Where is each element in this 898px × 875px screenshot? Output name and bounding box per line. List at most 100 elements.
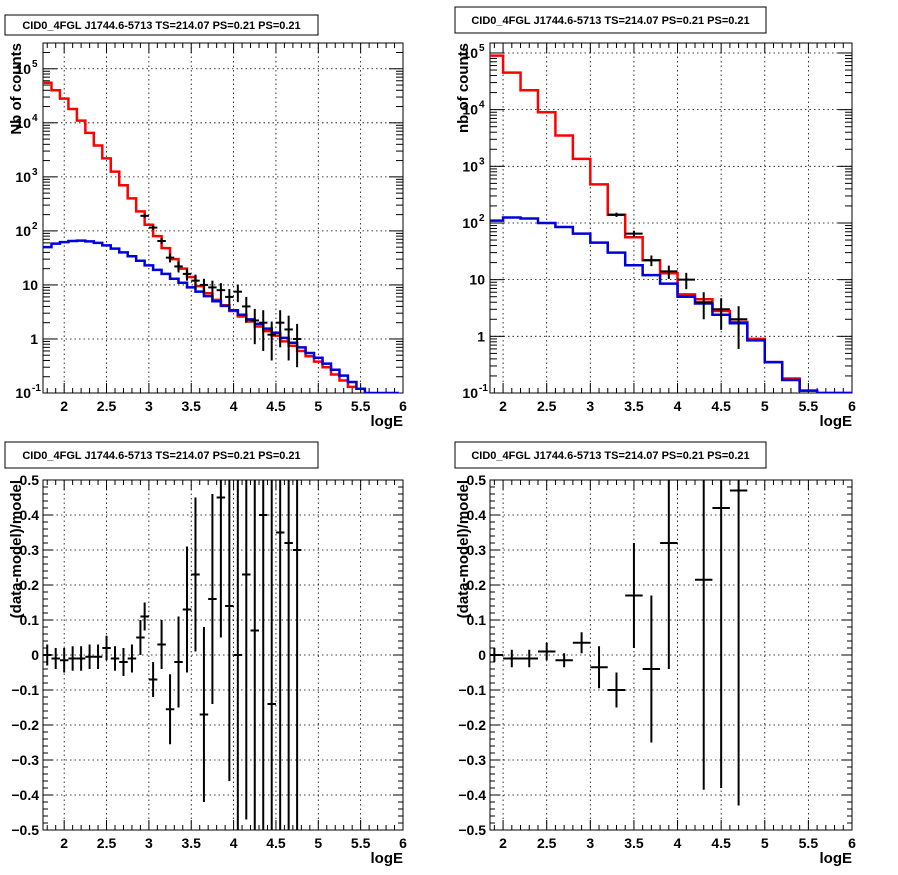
data-point bbox=[148, 662, 158, 697]
y-tick-exponent: 3 bbox=[479, 156, 485, 167]
x-tick-label: 3.5 bbox=[182, 398, 202, 414]
y-axis: −0.5 −0.4 −0.3 −0.2 −0.1 0 0.1 0.2 0.3 0.4 0.5 bbox=[11, 472, 403, 838]
x-tick-label: 5.5 bbox=[799, 398, 819, 414]
data-point bbox=[51, 648, 60, 669]
data-point bbox=[43, 644, 52, 666]
data-point bbox=[93, 644, 103, 669]
x-tick-label: 6 bbox=[399, 398, 407, 414]
data-point bbox=[712, 298, 730, 330]
chart-panel-3: CID0_4FGL J1744.6-5713 TS=214.07 PS=0.21… bbox=[4, 441, 407, 867]
data-point bbox=[259, 310, 268, 351]
series-step-line-0 bbox=[43, 81, 357, 389]
chart-panel-1: CID0_4FGL J1744.6-5713 TS=214.07 PS=0.21… bbox=[4, 14, 407, 430]
data-point bbox=[694, 292, 713, 320]
data-point bbox=[140, 602, 149, 631]
grid bbox=[43, 480, 403, 830]
x-tick-label: 3 bbox=[145, 835, 153, 851]
data-point bbox=[208, 280, 217, 297]
y-tick-label: 10 bbox=[15, 169, 31, 185]
x-tick-label: 5 bbox=[314, 835, 322, 851]
data-point bbox=[677, 272, 695, 290]
x-tick-label: 2 bbox=[499, 398, 507, 414]
x-tick-label: 3.5 bbox=[624, 835, 644, 851]
x-axis-title: logE bbox=[820, 413, 853, 430]
data-point bbox=[216, 283, 226, 301]
data-point bbox=[729, 480, 748, 806]
y-tick-exponent: 5 bbox=[32, 59, 38, 70]
data-point bbox=[59, 648, 69, 673]
x-tick-label: 4.5 bbox=[711, 398, 731, 414]
data-point bbox=[102, 635, 111, 661]
data-point bbox=[225, 480, 234, 781]
data-point bbox=[182, 268, 192, 281]
x-tick-label: 5.5 bbox=[799, 835, 819, 851]
y-tick-exponent: 2 bbox=[32, 221, 38, 232]
y-tick-label: 10 bbox=[462, 158, 478, 174]
x-tick-label: 3 bbox=[586, 835, 594, 851]
x-axis: 2 2.5 3 3.5 4 4.5 5 5.5 6 bbox=[493, 43, 856, 414]
data-point bbox=[292, 323, 302, 368]
data-point bbox=[233, 284, 243, 303]
data-point bbox=[712, 480, 730, 788]
x-tick-label: 4.5 bbox=[711, 835, 731, 851]
data-point bbox=[85, 644, 94, 669]
y-tick-label: −0.5 bbox=[458, 822, 486, 838]
y-tick-label: 0.5 bbox=[467, 472, 487, 488]
x-tick-label: 3.5 bbox=[624, 398, 644, 414]
x-axis-title: logE bbox=[820, 850, 853, 867]
y-axis-title: Nb of counts bbox=[8, 43, 25, 135]
grid bbox=[43, 43, 403, 393]
data-point bbox=[625, 543, 643, 648]
y-tick-exponent: 5 bbox=[479, 43, 485, 54]
grid bbox=[490, 43, 852, 393]
y-axis-title: (data-model)/model bbox=[455, 480, 472, 618]
data-point bbox=[174, 616, 183, 708]
data-point bbox=[148, 225, 158, 230]
data-point bbox=[225, 289, 234, 309]
data-point bbox=[275, 480, 285, 830]
y-tick-label: 1 bbox=[477, 328, 485, 344]
x-tick-label: 2 bbox=[60, 835, 68, 851]
data-point bbox=[503, 649, 521, 668]
data-point bbox=[555, 653, 573, 668]
data-point bbox=[68, 646, 77, 671]
x-tick-label: 6 bbox=[399, 835, 407, 851]
y-axis-title: nb of counts bbox=[455, 43, 472, 133]
y-tick-exponent: 4 bbox=[479, 100, 485, 111]
chart-panel-4: CID0_4FGL J1744.6-5713 TS=214.07 PS=0.21… bbox=[454, 441, 856, 867]
data-point bbox=[242, 296, 251, 323]
x-tick-label: 4.5 bbox=[266, 398, 286, 414]
y-tick-label: 0.3 bbox=[20, 542, 40, 558]
x-tick-label: 6 bbox=[848, 835, 856, 851]
chart-title: CID0_4FGL J1744.6-5713 TS=214.07 PS=0.21… bbox=[22, 450, 300, 462]
data-point bbox=[191, 497, 200, 652]
y-axis: −0.5 −0.4 −0.3 −0.2 −0.1 0 0.1 0.2 0.3 0.4 0.5 bbox=[458, 472, 852, 838]
chart-title: CID0_4FGL J1744.6-5713 TS=214.07 PS=0.21… bbox=[22, 20, 300, 32]
x-tick-label: 5.5 bbox=[351, 398, 371, 414]
data-point bbox=[284, 480, 293, 830]
chart-panel-2: CID0_4FGL J1744.6-5713 TS=214.07 PS=0.21… bbox=[454, 6, 856, 430]
data-point bbox=[165, 253, 175, 263]
plot-frame bbox=[42, 42, 404, 394]
y-tick-label: −0.3 bbox=[11, 752, 39, 768]
y-tick-exponent: -1 bbox=[32, 383, 41, 394]
series-layer bbox=[43, 81, 399, 393]
data-point bbox=[127, 644, 137, 673]
y-tick-label: 0.1 bbox=[467, 612, 487, 628]
grid bbox=[490, 480, 852, 830]
data-point bbox=[250, 308, 259, 345]
data-point bbox=[119, 648, 128, 676]
data-point bbox=[642, 255, 661, 267]
x-tick-label: 2 bbox=[499, 835, 507, 851]
series-step-line-1 bbox=[490, 216, 852, 393]
data-point bbox=[694, 480, 713, 790]
y-tick-label: 0.1 bbox=[20, 612, 40, 628]
data-point bbox=[292, 480, 302, 830]
data-point bbox=[267, 321, 276, 361]
data-point bbox=[520, 649, 538, 668]
y-tick-label: 10 bbox=[462, 385, 478, 401]
y-tick-label: 0.4 bbox=[467, 507, 487, 523]
y-tick-exponent: -1 bbox=[479, 383, 488, 394]
